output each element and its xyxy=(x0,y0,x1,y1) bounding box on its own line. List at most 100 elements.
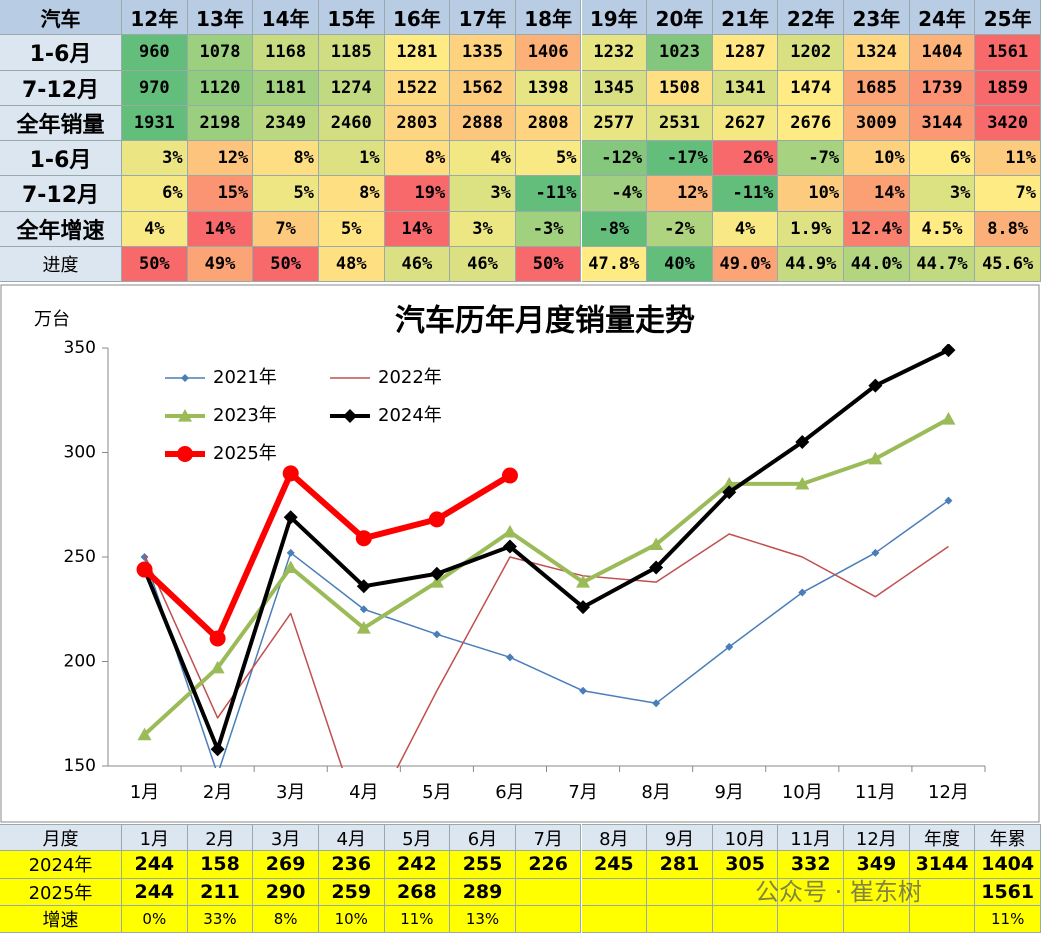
data-cell: 2803 xyxy=(384,105,451,141)
data-cell: 8% xyxy=(253,905,319,933)
data-cell: 281 xyxy=(647,851,713,879)
marker xyxy=(941,344,956,358)
data-cell: 4.5% xyxy=(909,211,976,247)
header-cell: 汽车 xyxy=(0,0,122,36)
header-cell: 8月 xyxy=(581,824,648,852)
data-cell: 40% xyxy=(647,246,713,282)
marker xyxy=(871,548,880,557)
data-cell: 1120 xyxy=(187,70,254,106)
data-cell: 10% xyxy=(778,176,845,212)
row-label: 全年增速 xyxy=(0,211,122,247)
data-cell: 970 xyxy=(122,70,188,106)
data-cell: 1185 xyxy=(318,35,385,71)
y-tick-label: 200 xyxy=(64,652,96,672)
marker xyxy=(282,465,299,482)
header-cell: 17年 xyxy=(450,0,516,36)
data-cell: 3144 xyxy=(909,851,976,879)
data-cell: 268 xyxy=(384,878,451,906)
data-cell: 1335 xyxy=(450,35,516,71)
data-cell: 45.6% xyxy=(975,246,1041,282)
header-cell: 12月 xyxy=(844,824,910,852)
data-cell: 244 xyxy=(122,878,188,906)
series-line xyxy=(142,470,512,642)
series-line xyxy=(143,499,949,768)
data-cell: 3144 xyxy=(909,105,976,141)
data-cell: 0% xyxy=(122,905,188,933)
marker xyxy=(501,467,518,484)
data-cell: 1685 xyxy=(844,70,910,106)
data-cell: 2349 xyxy=(253,105,319,141)
data-cell: 44.7% xyxy=(909,246,976,282)
data-cell: 259 xyxy=(318,878,385,906)
legend-label: 2022年 xyxy=(378,367,442,388)
header-cell: 1月 xyxy=(122,824,188,852)
data-cell: 3420 xyxy=(975,105,1041,141)
marker xyxy=(502,524,517,538)
data-cell: 14% xyxy=(384,211,451,247)
x-tick-label: 4月 xyxy=(349,782,378,803)
data-cell: 5% xyxy=(318,211,385,247)
marker xyxy=(283,510,298,525)
y-tick-label: 150 xyxy=(64,756,96,776)
header-cell: 5月 xyxy=(384,824,451,852)
empty-cell xyxy=(515,905,582,933)
empty-cell xyxy=(778,905,845,933)
header-cell: 21年 xyxy=(712,0,779,36)
header-cell: 9月 xyxy=(647,824,713,852)
data-cell: 10% xyxy=(844,141,910,177)
chart-title: 汽车历年月度销量走势 xyxy=(395,304,695,339)
header-cell: 年度 xyxy=(909,824,976,852)
x-tick-label: 10月 xyxy=(782,782,823,803)
marker xyxy=(944,496,953,505)
header-cell: 11月 xyxy=(778,824,845,852)
data-cell: 236 xyxy=(318,851,385,879)
marker xyxy=(649,560,664,575)
data-cell: 1562 xyxy=(450,70,516,106)
data-cell: -7% xyxy=(778,141,845,177)
empty-cell xyxy=(581,905,648,933)
marker xyxy=(355,530,372,547)
data-cell: -12% xyxy=(581,141,648,177)
marker xyxy=(725,642,734,651)
marker xyxy=(652,699,661,708)
data-cell: 7% xyxy=(253,211,319,247)
data-cell: 1023 xyxy=(647,35,713,71)
data-cell: 1561 xyxy=(975,878,1041,906)
empty-cell xyxy=(647,905,713,933)
data-cell: -4% xyxy=(581,176,648,212)
data-cell: 4% xyxy=(122,211,188,247)
data-cell: 2627 xyxy=(712,105,779,141)
y-tick-label: 350 xyxy=(64,338,96,358)
empty-cell xyxy=(778,878,845,906)
data-cell: 44.9% xyxy=(778,246,845,282)
data-cell: 7% xyxy=(975,176,1041,212)
series-line xyxy=(143,533,949,768)
data-cell: 3% xyxy=(450,176,516,212)
data-cell: 305 xyxy=(712,851,779,879)
data-cell: 26% xyxy=(712,141,779,177)
y-tick-label: 250 xyxy=(64,547,96,567)
marker xyxy=(356,579,371,594)
data-cell: 960 xyxy=(122,35,188,71)
header-cell: 3月 xyxy=(253,824,319,852)
data-cell: 8% xyxy=(318,176,385,212)
data-cell: 1287 xyxy=(712,35,779,71)
data-cell: 1404 xyxy=(975,851,1041,879)
data-cell: 211 xyxy=(187,878,254,906)
header-cell: 10月 xyxy=(712,824,779,852)
data-cell: 50% xyxy=(122,246,188,282)
legend-label: 2023年 xyxy=(213,405,277,426)
data-cell: 46% xyxy=(450,246,516,282)
header-cell: 4月 xyxy=(318,824,385,852)
data-cell: 1522 xyxy=(384,70,451,106)
data-cell: 3009 xyxy=(844,105,910,141)
data-cell: 3% xyxy=(122,141,188,177)
data-cell: 332 xyxy=(778,851,845,879)
header-cell: 6月 xyxy=(450,824,516,852)
marker xyxy=(209,630,226,647)
data-cell: 1859 xyxy=(975,70,1041,106)
marker xyxy=(576,575,591,588)
header-cell: 18年 xyxy=(515,0,582,36)
data-cell: 255 xyxy=(450,851,516,879)
empty-cell xyxy=(712,878,779,906)
